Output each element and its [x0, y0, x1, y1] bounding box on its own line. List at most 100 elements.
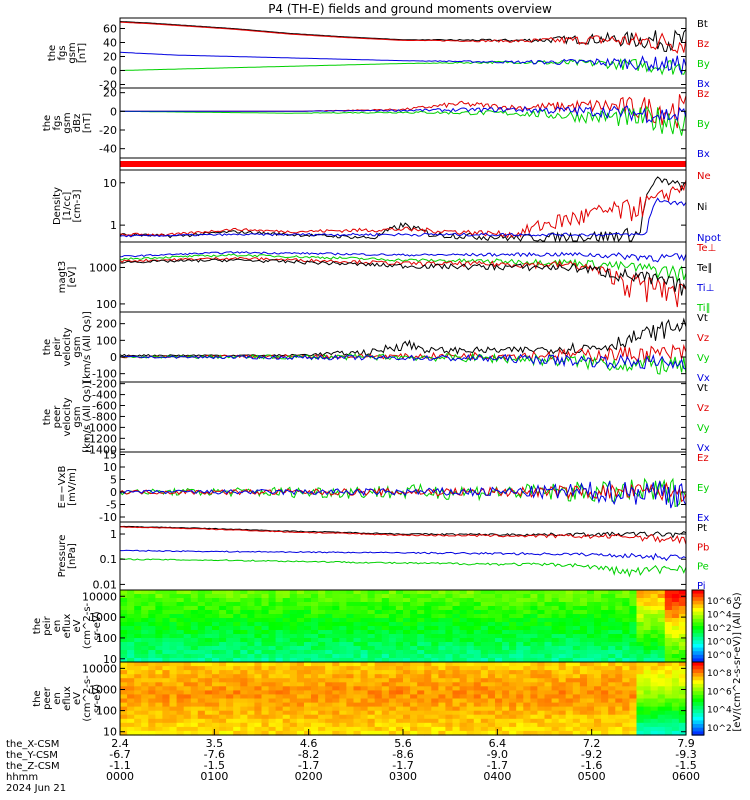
- heat-cell: [254, 658, 263, 663]
- heat-cell: [403, 646, 411, 651]
- heat-cell: [403, 622, 411, 627]
- heat-cell: [417, 634, 425, 639]
- heat-cell: [127, 646, 135, 651]
- heat-cell: [424, 654, 432, 659]
- heat-cell: [537, 614, 546, 619]
- heat-cell: [120, 622, 128, 627]
- legend-label: Vy: [697, 353, 710, 364]
- heat-cell: [204, 630, 213, 635]
- legend-label: Ex: [697, 513, 709, 524]
- heat-cell: [332, 654, 340, 659]
- heat-cell: [374, 702, 383, 708]
- heat-cell: [431, 638, 439, 643]
- heat-cell: [657, 646, 666, 651]
- x-tick-label: -1.1: [109, 759, 130, 772]
- heat-cell: [622, 706, 630, 712]
- heat-cell: [537, 722, 546, 728]
- heat-cell: [438, 634, 447, 639]
- heat-cell: [388, 694, 397, 700]
- heat-cell: [120, 630, 128, 635]
- heat-cell: [657, 626, 666, 631]
- heat-cell: [247, 626, 256, 631]
- heat-cell: [275, 698, 284, 704]
- heat-cell: [671, 710, 680, 716]
- heat-cell: [233, 718, 241, 724]
- heat-cell: [410, 726, 418, 732]
- heat-cell: [120, 674, 128, 679]
- heat-cell: [360, 602, 369, 607]
- heat-cell: [204, 658, 213, 663]
- heat-cell: [289, 698, 298, 704]
- heat-cell: [212, 666, 220, 671]
- heat-cell: [579, 602, 588, 607]
- heat-cell: [296, 634, 305, 639]
- heat-cell: [452, 706, 461, 712]
- heat-cell: [544, 686, 553, 691]
- heat-cell: [445, 606, 454, 611]
- heat-cell: [381, 626, 390, 631]
- heat-cell: [459, 650, 468, 655]
- heat-cell: [289, 718, 298, 724]
- heat-cell: [190, 646, 199, 651]
- x-tick-label: 0100: [200, 770, 228, 783]
- heat-cell: [233, 674, 241, 679]
- heat-cell: [495, 642, 503, 647]
- heat-cell: [325, 606, 333, 611]
- heat-cell: [318, 626, 326, 631]
- heat-cell: [438, 698, 447, 704]
- heat-cell: [304, 622, 312, 627]
- heat-cell: [190, 654, 199, 659]
- heat-cell: [148, 626, 156, 631]
- heat-cell: [155, 678, 164, 683]
- heat-cell: [148, 726, 156, 732]
- heat-cell: [516, 606, 524, 611]
- heat-cell: [466, 658, 475, 663]
- heat-cell: [212, 690, 220, 696]
- heat-cell: [381, 622, 390, 627]
- heat-cell: [353, 610, 362, 615]
- heat-cell: [226, 598, 234, 603]
- heat-cell: [148, 594, 156, 599]
- heat-cell: [318, 666, 326, 671]
- heat-cell: [325, 722, 333, 728]
- heat-cell: [516, 730, 524, 736]
- heat-cell: [296, 602, 305, 607]
- heat-cell: [247, 706, 256, 712]
- heat-cell: [176, 634, 185, 639]
- heat-cell: [282, 718, 291, 724]
- y-axis-label: eV: [72, 619, 83, 632]
- heat-cell: [608, 610, 616, 615]
- heat-cell: [466, 650, 475, 655]
- heat-cell: [346, 726, 355, 732]
- heat-cell: [233, 626, 241, 631]
- heat-cell: [318, 714, 326, 720]
- heat-cell: [360, 726, 369, 732]
- heat-cell: [601, 682, 609, 687]
- heat-cell: [551, 626, 560, 631]
- heat-cell: [332, 594, 340, 599]
- heat-cell: [219, 654, 227, 659]
- heat-cell: [381, 686, 390, 691]
- heat-cell: [516, 678, 524, 683]
- heat-cell: [410, 662, 418, 667]
- heat-cell: [155, 722, 164, 728]
- heat-cell: [212, 662, 220, 667]
- heat-cell: [657, 718, 666, 724]
- heat-cell: [480, 714, 489, 720]
- heat-cell: [212, 622, 220, 627]
- y-tick-label: -20: [99, 124, 117, 137]
- heat-cell: [636, 726, 645, 732]
- heat-cell: [141, 630, 149, 635]
- colorbar-cell: [692, 669, 704, 674]
- heat-cell: [233, 726, 241, 732]
- heat-cell: [318, 678, 326, 683]
- heat-cell: [339, 590, 347, 595]
- heat-cell: [551, 646, 560, 651]
- heat-cell: [395, 698, 404, 704]
- heat-cell: [622, 642, 630, 647]
- heat-cell: [629, 682, 638, 687]
- heat-cell: [367, 654, 376, 659]
- heat-cell: [579, 690, 588, 696]
- heat-cell: [579, 694, 588, 700]
- heat-cell: [162, 594, 171, 599]
